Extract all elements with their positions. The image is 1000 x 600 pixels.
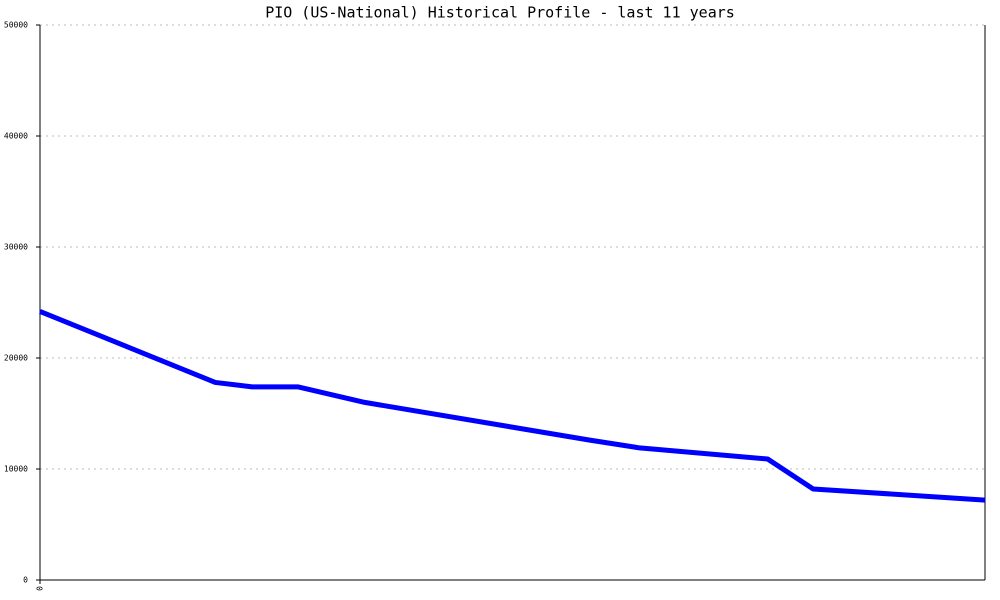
y-tick-label: 50000 [4, 21, 28, 30]
y-tick-label: 40000 [4, 132, 28, 141]
chart-title: PIO (US-National) Historical Profile - l… [265, 4, 735, 22]
y-tick-label: 20000 [4, 354, 28, 363]
y-tick-label: 10000 [4, 465, 28, 474]
x-tick-label: 0 [36, 586, 45, 591]
y-tick-label: 0 [23, 576, 28, 585]
data-line [39, 309, 986, 503]
y-tick-label: 30000 [4, 243, 28, 252]
